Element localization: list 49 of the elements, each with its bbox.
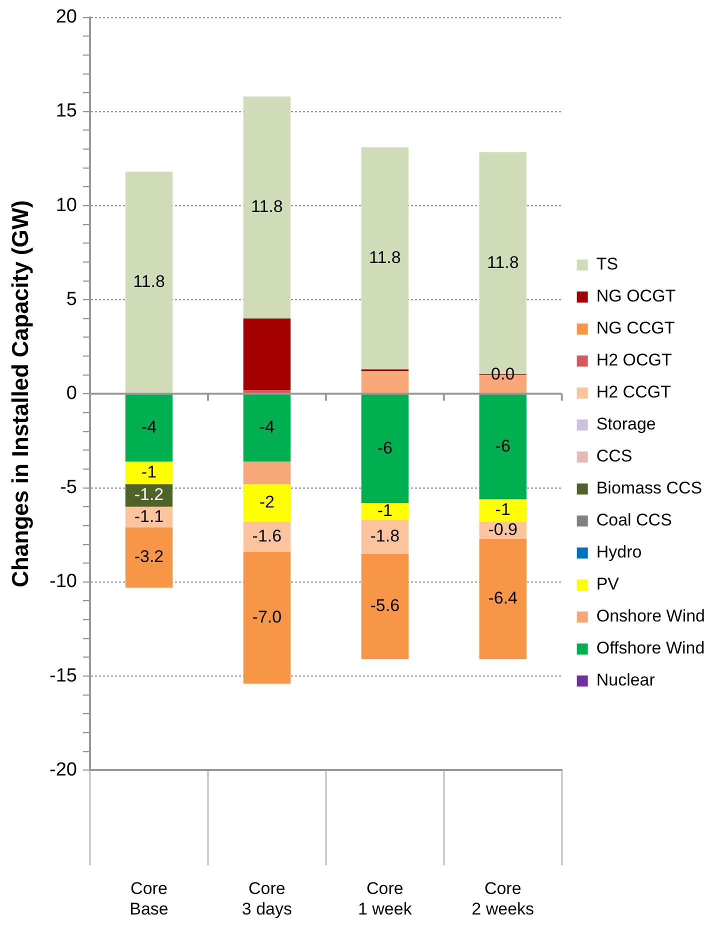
- y-tick-label: 0: [66, 383, 77, 404]
- data-label: 11.8: [486, 252, 519, 272]
- legend-label: NG CCGT: [596, 318, 675, 338]
- data-label: 11.8: [133, 272, 165, 292]
- data-label: -1.2: [134, 485, 164, 504]
- data-label: -4: [141, 418, 157, 437]
- x-tick-label: Core 3 days: [242, 879, 292, 918]
- data-label: -5.6: [370, 596, 400, 616]
- y-tick-label: -15: [50, 665, 77, 686]
- legend-label: NG OCGT: [596, 286, 676, 306]
- data-label: -4: [259, 418, 275, 437]
- y-tick-label: -5: [60, 477, 77, 498]
- data-label: -1: [141, 462, 157, 482]
- data-label: -6: [495, 436, 510, 456]
- y-tick-label: -10: [50, 571, 77, 592]
- y-tick-label: 20: [56, 6, 77, 28]
- data-label: -1.1: [134, 506, 164, 526]
- legend-label: Offshore Wind: [596, 638, 705, 658]
- data-label: -2: [259, 492, 275, 512]
- data-label: 11.8: [251, 197, 283, 216]
- data-label: -0.9: [488, 520, 518, 539]
- legend-label: Onshore Wind: [596, 606, 706, 626]
- legend-label: TS: [596, 254, 618, 274]
- legend-label: CCS: [596, 446, 632, 466]
- data-label: -1.6: [252, 526, 282, 546]
- y-axis-title: Changes in Installed Capacity (GW): [7, 200, 34, 588]
- y-tick-label: 5: [66, 288, 77, 310]
- data-label: 11.8: [368, 248, 401, 267]
- legend-label: Nuclear: [596, 670, 656, 690]
- data-label: -6: [377, 438, 392, 458]
- legend-label: H2 OCGT: [596, 350, 672, 370]
- data-label: -7.0: [252, 607, 282, 626]
- data-label: -1.8: [370, 526, 400, 546]
- data-label: -1: [377, 501, 392, 520]
- y-tick-label: 10: [56, 194, 77, 216]
- x-tick-label: Core Base: [130, 879, 168, 918]
- legend-label: Biomass CCS: [596, 478, 702, 498]
- legend-label: Hydro: [596, 542, 642, 562]
- legend-label: H2 CCGT: [596, 382, 671, 402]
- data-label: -1: [495, 500, 510, 520]
- y-tick-label: -20: [50, 759, 77, 780]
- x-tick-label: Core 2 weeks: [472, 879, 534, 918]
- legend-label: Coal CCS: [596, 510, 672, 530]
- data-label: -6.4: [488, 588, 518, 608]
- data-label: -3.2: [134, 547, 164, 566]
- y-tick-label: 15: [56, 100, 77, 122]
- legend-label: Storage: [596, 414, 656, 434]
- legend-label: PV: [596, 574, 620, 594]
- x-tick-label: Core 1 week: [358, 879, 412, 918]
